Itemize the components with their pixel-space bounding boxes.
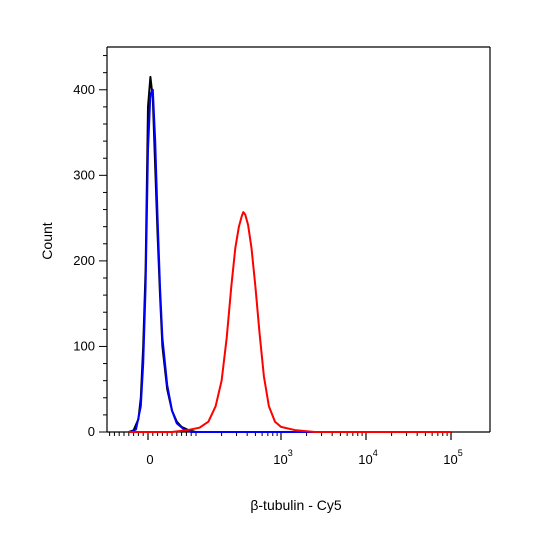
x-tick-label: 103 <box>273 448 292 467</box>
y-tick-label: 0 <box>88 424 95 439</box>
y-axis-title: Count <box>39 222 55 259</box>
y-tick-label: 200 <box>73 253 95 268</box>
x-tick-label: 0 <box>146 452 153 467</box>
plot-area: 0 100 200 300 400 0 103 104 105 <box>73 46 491 467</box>
y-tick-label: 400 <box>73 82 95 97</box>
series-line-3 <box>128 211 451 433</box>
series-line-2 <box>130 88 451 433</box>
y-tick-label: 100 <box>73 338 95 353</box>
x-ticks: 0 103 104 105 <box>109 432 463 467</box>
series-layer <box>128 75 451 433</box>
y-tick-label: 300 <box>73 167 95 182</box>
x-tick-label: 104 <box>358 448 377 467</box>
x-axis-title: β-tubulin - Cy5 <box>250 497 342 513</box>
y-ticks: 0 100 200 300 400 <box>73 55 107 439</box>
x-tick-label: 105 <box>443 448 462 467</box>
series-line-1 <box>128 75 451 433</box>
